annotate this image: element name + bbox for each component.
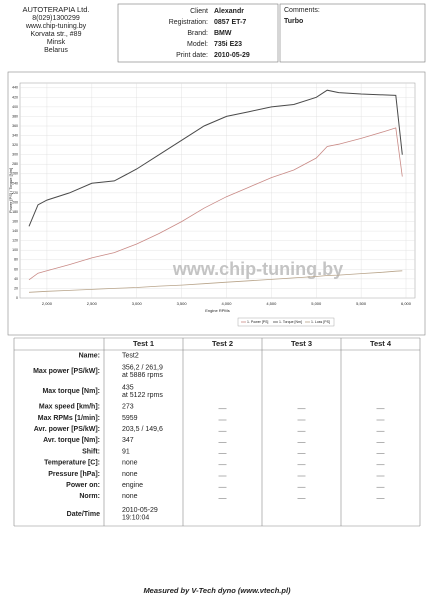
comments-label: Comments: — [284, 7, 320, 14]
y-tick-label: 300 — [12, 153, 18, 157]
column-header: Test 1 — [133, 339, 154, 348]
y-tick-label: 420 — [12, 95, 18, 99]
info-label: Model: — [187, 41, 208, 48]
column-header: Test 2 — [212, 339, 233, 348]
comments-box — [279, 3, 426, 63]
cell-value: none — [122, 493, 138, 500]
info-value: 735i E23 — [214, 41, 242, 48]
x-tick-label: 5,000 — [311, 301, 322, 306]
cell-value: 273 — [122, 404, 134, 411]
x-tick-label: 2,500 — [87, 301, 98, 306]
cell-value: at 5886 rpms — [122, 372, 163, 379]
legend-label: 1. Torque [Nm] — [279, 320, 302, 324]
y-tick-label: 60 — [14, 267, 18, 271]
row-label: Date/Time — [67, 511, 100, 518]
row-label: Max torque [Nm]: — [42, 388, 100, 395]
company-line: 8(029)1300299 — [32, 15, 80, 22]
info-label: Brand: — [187, 30, 208, 37]
y-axis-label: Power [PS] / Torque [Nm] — [8, 168, 13, 213]
x-tick-label: 3,500 — [177, 301, 188, 306]
info-value: 0857 ET-7 — [214, 19, 246, 26]
row-label: Pressure [hPa]: — [48, 471, 100, 478]
cell-value: 91 — [122, 448, 130, 455]
y-tick-label: 280 — [12, 162, 18, 166]
company-line: AUTOTERAPIA Ltd. — [23, 5, 90, 14]
row-label: Avr. torque [Nm]: — [43, 437, 100, 444]
x-axis-label: Engine RPMs — [205, 308, 229, 313]
legend-label: 1. Loss [PS] — [311, 320, 330, 324]
row-label: Avr. power [PS/kW]: — [34, 426, 100, 433]
row-label: Max power [PS/kW]: — [33, 368, 100, 375]
cell-value: 435 — [122, 384, 134, 391]
info-label: Print date: — [176, 52, 208, 59]
y-tick-label: 220 — [12, 191, 18, 195]
chart-frame — [7, 71, 426, 336]
x-tick-label: 5,500 — [356, 301, 367, 306]
y-tick-label: 20 — [14, 286, 18, 290]
column-header: Test 3 — [291, 339, 312, 348]
y-tick-label: 320 — [12, 143, 18, 147]
cell-value: engine — [122, 482, 143, 489]
row-label: Temperature [C]: — [44, 460, 100, 467]
y-tick-label: 380 — [12, 114, 18, 118]
cell-value: Test2 — [122, 352, 139, 359]
info-value: Alexandr — [214, 8, 244, 15]
x-tick-label: 3,000 — [132, 301, 143, 306]
legend-label: 1. Power [PS] — [247, 320, 268, 324]
y-tick-label: 360 — [12, 124, 18, 128]
y-tick-label: 140 — [12, 229, 18, 233]
y-tick-label: 40 — [14, 277, 18, 281]
y-tick-label: 340 — [12, 133, 18, 137]
company-line: Belarus — [44, 47, 68, 54]
row-label: Shift: — [82, 448, 100, 455]
row-label: Max RPMs [1/min]: — [38, 415, 100, 422]
y-tick-label: 100 — [12, 248, 18, 252]
cell-value: 203,5 / 149,6 — [122, 426, 163, 433]
y-tick-label: 160 — [12, 219, 18, 223]
info-value: BMW — [214, 30, 232, 37]
company-line: www.chip-tuning.by — [25, 23, 87, 30]
company-line: Korvata str., #89 — [31, 31, 82, 38]
series-line — [28, 270, 403, 293]
cell-value: none — [122, 471, 138, 478]
info-label: Client — [190, 8, 208, 15]
cell-value: none — [122, 460, 138, 467]
comments: Turbo — [284, 18, 303, 25]
y-tick-label: 240 — [12, 181, 18, 185]
info-value: 2010-05-29 — [214, 52, 250, 59]
watermark: www.chip-tuning.by — [172, 259, 343, 279]
company-line: Minsk — [47, 39, 66, 46]
cell-value: 2010-05-29 — [122, 507, 158, 514]
cell-value: at 5122 rpms — [122, 392, 163, 399]
y-tick-label: 180 — [12, 210, 18, 214]
series-line — [28, 89, 403, 227]
y-tick-label: 200 — [12, 200, 18, 204]
info-label: Registration: — [169, 19, 208, 26]
y-tick-label: 440 — [12, 86, 18, 90]
row-label: Norm: — [79, 493, 100, 500]
series-line — [28, 127, 403, 281]
cell-value: 19:10:04 — [122, 515, 149, 522]
y-tick-label: 260 — [12, 172, 18, 176]
info-box — [117, 3, 279, 63]
y-tick-label: 80 — [14, 258, 18, 262]
row-label: Name: — [79, 352, 100, 359]
cell-value: 5959 — [122, 415, 138, 422]
legend-box — [237, 317, 335, 327]
y-tick-label: 0 — [16, 296, 18, 300]
cell-value: 347 — [122, 437, 134, 444]
row-label: Max speed [km/h]: — [39, 404, 100, 411]
x-tick-label: 6,000 — [401, 301, 412, 306]
cell-value: 356,2 / 261,9 — [122, 364, 163, 371]
x-tick-label: 4,500 — [266, 301, 277, 306]
y-tick-label: 400 — [12, 105, 18, 109]
y-tick-label: 120 — [12, 239, 18, 243]
x-tick-label: 4,000 — [221, 301, 232, 306]
x-tick-label: 2,000 — [42, 301, 53, 306]
row-label: Power on: — [66, 482, 100, 489]
footer: Measured by V-Tech dyno (www.vtech.pl) — [143, 586, 291, 595]
column-header: Test 4 — [370, 339, 392, 348]
